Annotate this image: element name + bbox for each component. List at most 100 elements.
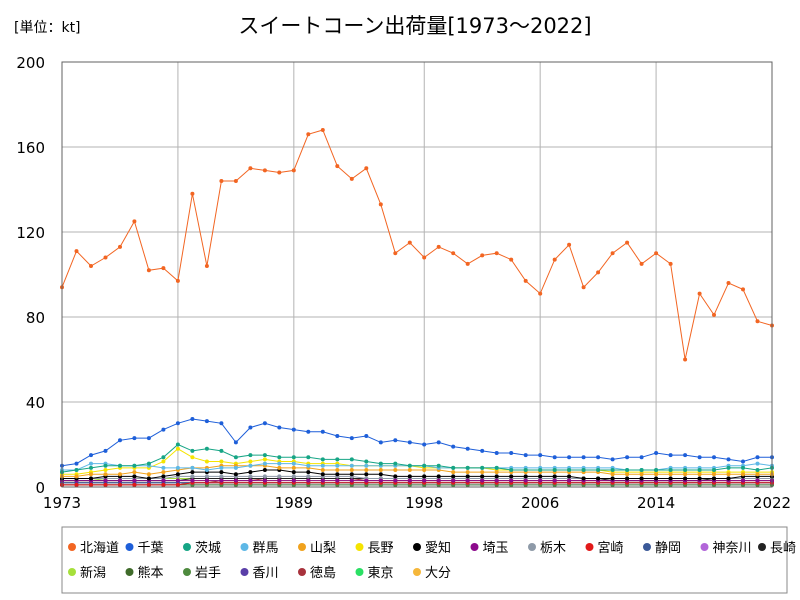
point-7-2003 bbox=[494, 478, 499, 483]
legend-item-11: 神奈川 bbox=[700, 541, 752, 556]
point-6-2012 bbox=[625, 476, 630, 481]
point-6-1990 bbox=[306, 470, 311, 475]
point-1-2008 bbox=[567, 455, 572, 460]
series-line-6 bbox=[62, 469, 772, 480]
point-1-1996 bbox=[393, 438, 398, 443]
legend-label-18: 東京 bbox=[368, 565, 394, 581]
point-2-2010 bbox=[596, 468, 601, 472]
point-6-1975 bbox=[89, 476, 93, 481]
legend-label-10: 静岡 bbox=[655, 541, 681, 556]
point-0-2008 bbox=[567, 242, 572, 247]
point-0-1980 bbox=[161, 266, 166, 271]
legend-item-17: 徳島 bbox=[298, 566, 336, 581]
legend-label-17: 徳島 bbox=[310, 566, 336, 581]
point-6-1980 bbox=[161, 474, 166, 479]
point-6-1984 bbox=[219, 470, 224, 475]
point-0-2005 bbox=[523, 278, 528, 283]
point-1-1981 bbox=[175, 421, 180, 426]
point-0-1979 bbox=[146, 268, 151, 273]
point-7-1982 bbox=[190, 478, 195, 483]
point-7-2006 bbox=[538, 478, 543, 483]
point-6-1998 bbox=[422, 474, 427, 479]
point-0-1984 bbox=[219, 179, 224, 183]
point-6-2018 bbox=[712, 476, 716, 481]
point-3-1988 bbox=[277, 461, 282, 466]
point-1-1990 bbox=[306, 429, 311, 434]
point-1-2009 bbox=[581, 455, 586, 460]
point-2-1994 bbox=[364, 459, 369, 464]
point-9-1976 bbox=[103, 482, 108, 487]
legend-marker-14 bbox=[125, 568, 134, 576]
point-3-1975 bbox=[89, 461, 93, 466]
legend-label-13: 新潟 bbox=[80, 565, 106, 581]
point-7-2007 bbox=[552, 478, 557, 483]
x-tick-label-6: 2022 bbox=[753, 494, 791, 512]
point-9-1981 bbox=[175, 482, 180, 487]
point-1-2010 bbox=[596, 455, 601, 460]
point-8-1987 bbox=[262, 474, 267, 479]
point-1-1986 bbox=[248, 425, 253, 430]
point-4-2016 bbox=[683, 472, 688, 477]
point-2-1991 bbox=[320, 457, 325, 462]
point-6-2002 bbox=[480, 474, 485, 479]
legend-marker-15 bbox=[183, 568, 191, 576]
legend-label-15: 岩手 bbox=[195, 566, 221, 581]
point-4-1974 bbox=[74, 474, 79, 479]
point-1-2013 bbox=[639, 455, 644, 460]
legend-item-12: 長崎 bbox=[758, 541, 796, 556]
point-2-2015 bbox=[668, 468, 673, 472]
point-2-1989 bbox=[291, 455, 296, 460]
point-2-1976 bbox=[103, 463, 108, 468]
point-5-1984 bbox=[219, 459, 224, 464]
point-6-1978 bbox=[132, 474, 137, 479]
point-2-2004 bbox=[509, 468, 514, 472]
point-0-1992 bbox=[335, 164, 340, 169]
legend-label-9: 宮崎 bbox=[598, 540, 624, 556]
legend-marker-2 bbox=[183, 543, 191, 551]
legend-label-0: 北海道 bbox=[80, 541, 119, 556]
point-2-1979 bbox=[146, 461, 151, 466]
point-7-1978 bbox=[132, 478, 137, 483]
series-line-1 bbox=[61, 418, 772, 467]
point-1-2016 bbox=[683, 453, 688, 458]
legend-label-11: 神奈川 bbox=[713, 541, 752, 556]
x-tick-label-4: 2006 bbox=[521, 494, 559, 512]
point-6-1981 bbox=[175, 472, 180, 477]
point-1-1979 bbox=[146, 436, 151, 441]
point-2-2013 bbox=[639, 468, 644, 472]
point-9-1977 bbox=[118, 482, 122, 487]
point-1-2021 bbox=[755, 455, 760, 460]
legend-marker-11 bbox=[700, 543, 709, 551]
point-1-1995 bbox=[378, 440, 383, 445]
point-0-1989 bbox=[291, 168, 296, 173]
point-0-1977 bbox=[118, 244, 122, 249]
point-7-1997 bbox=[407, 478, 412, 483]
point-2-1978 bbox=[132, 463, 137, 468]
legend-marker-4 bbox=[298, 543, 306, 551]
point-2-2001 bbox=[465, 465, 470, 470]
legend-label-19: 大分 bbox=[425, 566, 451, 581]
point-3-1986 bbox=[248, 463, 253, 468]
point-4-2019 bbox=[726, 472, 731, 477]
point-1-1982 bbox=[190, 417, 195, 421]
point-3-1981 bbox=[175, 465, 180, 470]
point-1-1974 bbox=[74, 461, 79, 466]
point-0-2014 bbox=[654, 251, 659, 256]
point-2-2002 bbox=[480, 465, 485, 470]
point-2-2014 bbox=[654, 468, 659, 472]
legend-label-6: 愛知 bbox=[425, 540, 451, 556]
point-6-2005 bbox=[523, 474, 528, 479]
point-1-2015 bbox=[668, 453, 673, 458]
y-tick-label-1: 40 bbox=[26, 394, 45, 412]
point-0-1999 bbox=[436, 244, 441, 249]
point-2-2005 bbox=[523, 468, 528, 472]
point-1-2005 bbox=[523, 453, 528, 458]
point-6-2015 bbox=[668, 476, 673, 481]
point-3-1985 bbox=[233, 465, 238, 470]
point-0-1981 bbox=[175, 278, 180, 283]
point-6-1999 bbox=[436, 474, 441, 479]
point-1-1993 bbox=[349, 436, 354, 441]
point-0-2001 bbox=[465, 261, 470, 266]
y-axis: 0 40 80 120 160 200 bbox=[16, 54, 45, 497]
